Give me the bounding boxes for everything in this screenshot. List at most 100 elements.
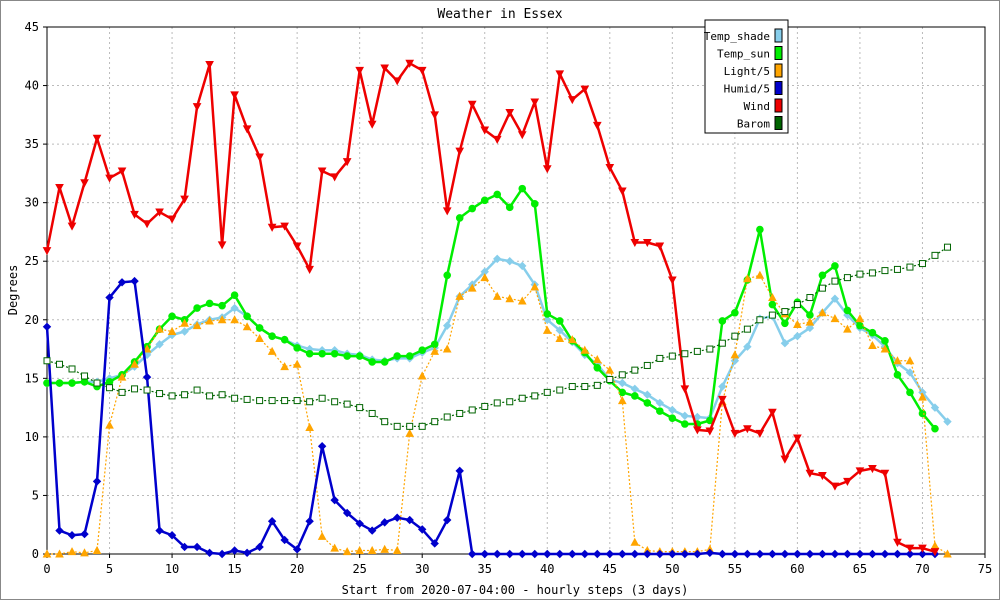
data-point: [381, 359, 388, 366]
data-point: [394, 423, 400, 429]
data-point: [269, 398, 275, 404]
data-point: [169, 393, 175, 399]
x-tick-label: 55: [728, 562, 742, 576]
x-tick-label: 35: [478, 562, 492, 576]
data-point: [844, 307, 851, 314]
data-point: [456, 215, 463, 222]
data-point: [194, 305, 201, 312]
data-point: [169, 313, 176, 320]
y-tick-label: 20: [25, 313, 39, 327]
x-tick-label: 45: [603, 562, 617, 576]
data-point: [569, 384, 575, 390]
data-point: [332, 399, 338, 405]
data-point: [494, 400, 500, 406]
data-point: [282, 398, 288, 404]
data-point: [719, 318, 726, 325]
data-point: [382, 419, 388, 425]
chart-container: Weather in Essex 0 5 10 15 20 25 30 35 40 45 0 5 10 1…: [0, 0, 1000, 600]
x-tick-label: 20: [290, 562, 304, 576]
data-point: [407, 423, 413, 429]
x-tick-label: 65: [853, 562, 867, 576]
data-point: [244, 313, 251, 320]
x-tick-label: 50: [665, 562, 679, 576]
legend-label: Temp_shade: [704, 30, 770, 43]
data-point: [369, 359, 376, 366]
data-point: [57, 361, 63, 367]
data-point: [832, 263, 839, 270]
data-point: [507, 399, 513, 405]
legend-label: Wind: [744, 100, 771, 113]
data-point: [669, 415, 676, 422]
data-point: [519, 395, 525, 401]
data-point: [319, 395, 325, 401]
data-point: [182, 392, 188, 398]
x-tick-label: 25: [352, 562, 366, 576]
data-point: [431, 341, 438, 348]
data-point: [882, 338, 889, 345]
data-point: [657, 408, 664, 415]
legend-swatch: [775, 29, 782, 42]
data-point: [869, 329, 876, 336]
data-point: [107, 385, 113, 391]
data-point: [844, 275, 850, 281]
legend-label: Barom: [737, 118, 770, 131]
data-point: [356, 353, 363, 360]
legend-swatch: [775, 82, 782, 95]
data-point: [694, 348, 700, 354]
data-point: [294, 398, 300, 404]
data-point: [444, 414, 450, 420]
data-point: [394, 353, 401, 360]
x-tick-label: 0: [43, 562, 50, 576]
data-point: [519, 185, 526, 192]
data-point: [132, 386, 138, 392]
data-point: [544, 311, 551, 318]
data-point: [294, 345, 301, 352]
data-point: [819, 285, 825, 291]
weather-line-chart: Weather in Essex 0510152025303540450 5 10 1…: [0, 0, 1000, 600]
legend-label: Humid/5: [724, 83, 770, 96]
data-point: [232, 395, 238, 401]
data-point: [419, 423, 425, 429]
y-tick-label: 15: [25, 371, 39, 385]
data-point: [932, 252, 938, 258]
data-point: [794, 302, 800, 308]
data-point: [144, 387, 150, 393]
data-point: [419, 347, 426, 354]
data-point: [281, 336, 288, 343]
data-point: [219, 302, 226, 309]
data-point: [256, 325, 263, 332]
data-point: [732, 309, 739, 316]
data-point: [457, 410, 463, 416]
data-point: [344, 401, 350, 407]
data-point: [782, 309, 788, 315]
data-point: [907, 389, 914, 396]
data-point: [857, 322, 864, 329]
legend-swatch: [775, 117, 782, 130]
data-point: [857, 271, 863, 277]
data-point: [882, 268, 888, 274]
data-point: [531, 201, 538, 208]
data-point: [506, 204, 513, 211]
data-point: [944, 244, 950, 250]
data-point: [157, 391, 163, 397]
data-point: [81, 379, 88, 386]
data-point: [594, 382, 600, 388]
data-point: [257, 398, 263, 404]
data-point: [432, 419, 438, 425]
data-point: [206, 300, 213, 307]
y-tick-label: 40: [25, 79, 39, 93]
y-tick-label: 0: [32, 547, 39, 561]
data-point: [807, 312, 814, 319]
data-point: [769, 312, 775, 318]
y-tick-label: 30: [25, 196, 39, 210]
chart-title: Weather in Essex: [437, 7, 562, 22]
data-point: [619, 389, 626, 396]
data-point: [657, 355, 663, 361]
data-point: [482, 403, 488, 409]
data-point: [644, 362, 650, 368]
data-point: [406, 353, 413, 360]
data-point: [582, 384, 588, 390]
data-point: [444, 272, 451, 279]
data-point: [769, 301, 776, 308]
data-point: [369, 410, 375, 416]
